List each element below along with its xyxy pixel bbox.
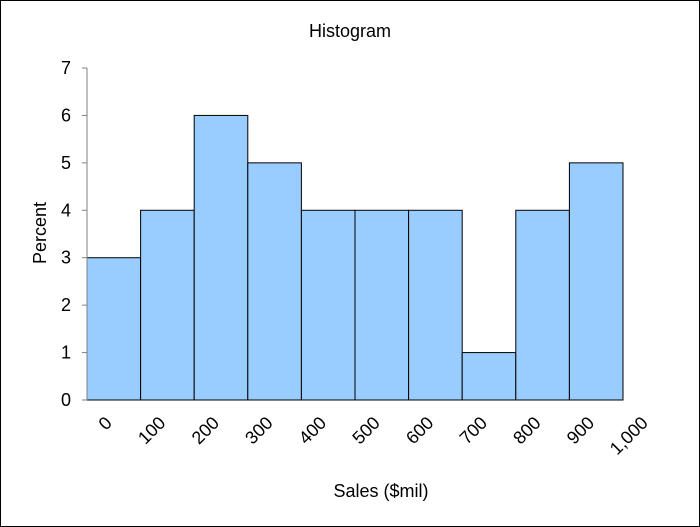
y-tick-label: 3 <box>61 248 71 268</box>
histogram-bar <box>247 162 302 401</box>
chart-title: Histogram <box>309 21 391 41</box>
x-tick-label: 700 <box>456 413 491 448</box>
y-tick-label: 5 <box>61 153 71 173</box>
histogram-bar <box>193 114 249 401</box>
x-tick-label: 500 <box>348 413 383 448</box>
x-tick-label: 300 <box>241 413 276 448</box>
y-tick-label: 4 <box>61 200 71 220</box>
histogram-bar <box>515 209 570 401</box>
x-tick-label: 0 <box>95 413 116 434</box>
histogram-bar <box>408 209 463 401</box>
x-ticks-group: 0 100 200 300 400 500 600 700 800 900 1,000 <box>95 413 652 459</box>
histogram-bar <box>86 257 142 401</box>
x-axis-label: Sales ($mil) <box>333 481 428 501</box>
y-axis-label: Percent <box>30 202 50 264</box>
histogram-bar <box>140 209 195 401</box>
histogram-bar <box>354 209 410 401</box>
y-tick-label: 7 <box>61 58 71 78</box>
x-tick-label: 600 <box>402 413 437 448</box>
y-tick-label: 1 <box>61 343 71 363</box>
x-tick-label: 900 <box>563 413 598 448</box>
histogram-bar <box>300 209 356 401</box>
y-tick-label: 6 <box>61 105 71 125</box>
x-tick-label: 1,000 <box>606 413 652 459</box>
x-tick-label: 800 <box>509 413 544 448</box>
x-tick-label: 200 <box>188 413 223 448</box>
y-tick-label: 2 <box>61 295 71 315</box>
x-tick-label: 400 <box>295 413 330 448</box>
histogram-bar <box>568 162 624 401</box>
y-ticks-group: 0 1 2 3 4 5 6 7 <box>61 58 87 410</box>
histogram-bar <box>461 352 517 401</box>
y-tick-label: 0 <box>61 390 71 410</box>
x-tick-label: 100 <box>134 413 169 448</box>
bars-group <box>86 114 624 401</box>
